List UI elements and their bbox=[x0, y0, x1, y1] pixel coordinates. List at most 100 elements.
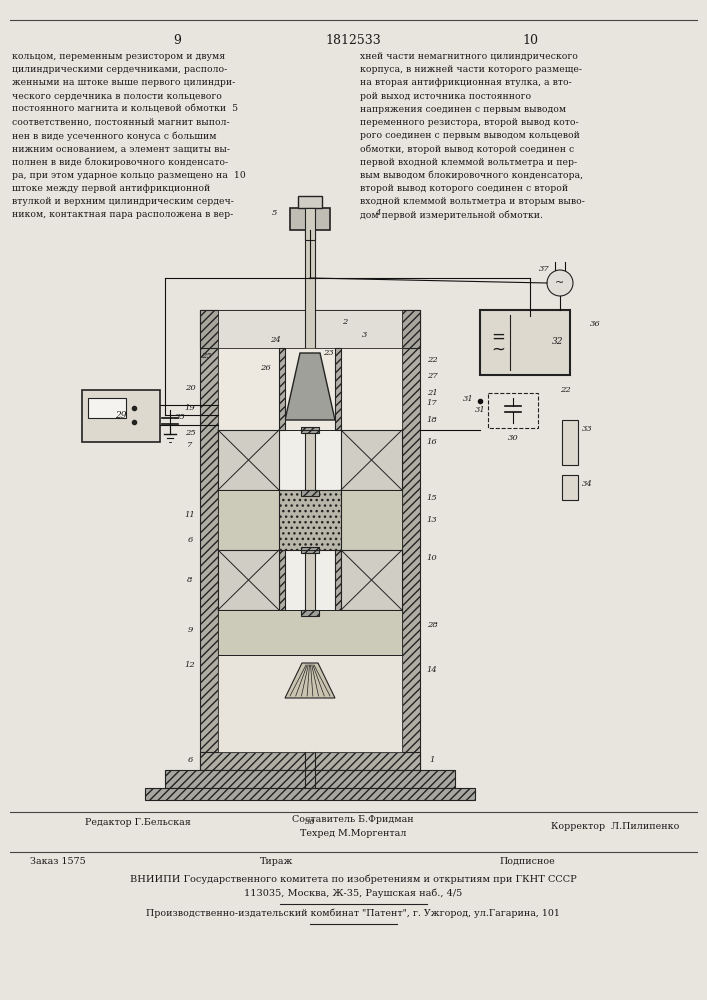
Text: ником, контактная пара расположена в вер-: ником, контактная пара расположена в вер… bbox=[12, 210, 233, 219]
Text: дом первой измерительной обмотки.: дом первой измерительной обмотки. bbox=[360, 210, 543, 220]
Text: 24: 24 bbox=[269, 336, 281, 344]
Text: нен в виде усеченного конуса с большим: нен в виде усеченного конуса с большим bbox=[12, 131, 216, 141]
Text: Тираж: Тираж bbox=[260, 857, 293, 866]
Text: 26: 26 bbox=[259, 364, 270, 372]
Text: ческого сердечника в полости кольцевого: ческого сердечника в полости кольцевого bbox=[12, 92, 222, 101]
Bar bbox=[82, 390, 160, 442]
Text: 2: 2 bbox=[342, 318, 348, 326]
Text: рой выход источника постоянного: рой выход источника постоянного bbox=[360, 92, 531, 101]
Bar bbox=[562, 420, 578, 465]
Text: 28: 28 bbox=[426, 621, 438, 629]
Text: ра, при этом ударное кольцо размещено на  10: ра, при этом ударное кольцо размещено на… bbox=[12, 171, 246, 180]
Text: 12: 12 bbox=[185, 661, 195, 669]
Text: 22: 22 bbox=[426, 356, 438, 364]
Text: 20: 20 bbox=[185, 384, 195, 392]
Bar bbox=[145, 788, 475, 800]
Text: нижним основанием, а элемент защиты вы-: нижним основанием, а элемент защиты вы- bbox=[12, 144, 230, 153]
Text: 1812533: 1812533 bbox=[325, 34, 381, 47]
Text: 32: 32 bbox=[552, 338, 563, 347]
Bar bbox=[218, 655, 402, 752]
Text: 14: 14 bbox=[426, 666, 438, 674]
Text: 7: 7 bbox=[187, 441, 193, 449]
Bar bbox=[335, 348, 341, 430]
Text: 27: 27 bbox=[426, 372, 438, 380]
Bar bbox=[279, 490, 285, 550]
Text: 36: 36 bbox=[590, 320, 601, 328]
Bar bbox=[488, 393, 538, 428]
Text: второй вывод которого соединен с второй: второй вывод которого соединен с второй bbox=[360, 184, 568, 193]
Text: Подписное: Подписное bbox=[500, 857, 556, 866]
Text: 13: 13 bbox=[426, 516, 438, 524]
Bar bbox=[200, 310, 420, 348]
Text: 21: 21 bbox=[426, 389, 438, 397]
Text: 37: 37 bbox=[539, 265, 549, 273]
Bar bbox=[562, 475, 578, 500]
Circle shape bbox=[547, 270, 573, 296]
Text: 22: 22 bbox=[560, 386, 571, 394]
Bar bbox=[341, 430, 402, 490]
Bar bbox=[305, 208, 315, 240]
Text: 25: 25 bbox=[185, 429, 195, 437]
Bar bbox=[218, 610, 402, 655]
Bar bbox=[335, 550, 341, 655]
Polygon shape bbox=[285, 663, 335, 698]
Text: 6: 6 bbox=[187, 536, 193, 544]
Text: 38: 38 bbox=[305, 818, 315, 826]
Text: полнен в виде блокировочного конденсато-: полнен в виде блокировочного конденсато- bbox=[12, 158, 228, 167]
Text: 35: 35 bbox=[175, 413, 186, 421]
Text: 9: 9 bbox=[187, 626, 193, 634]
Text: Техред М.Моргентал: Техред М.Моргентал bbox=[300, 829, 407, 838]
Bar bbox=[218, 348, 402, 430]
Bar bbox=[305, 230, 315, 732]
Bar bbox=[279, 490, 341, 550]
Text: входной клеммой вольтметра и вторым выво-: входной клеммой вольтметра и вторым выво… bbox=[360, 197, 585, 206]
Polygon shape bbox=[285, 353, 335, 420]
Text: обмотки, второй вывод которой соединен с: обмотки, второй вывод которой соединен с bbox=[360, 144, 574, 154]
Bar bbox=[279, 550, 285, 655]
Text: 19: 19 bbox=[185, 404, 195, 412]
Text: на вторая антифрикционная втулка, а вто-: на вторая антифрикционная втулка, а вто- bbox=[360, 78, 572, 87]
Text: втулкой и верхним цилиндрическим сердеч-: втулкой и верхним цилиндрическим сердеч- bbox=[12, 197, 234, 206]
Bar bbox=[301, 610, 319, 616]
Bar bbox=[301, 547, 319, 553]
Bar bbox=[301, 490, 319, 496]
Text: 10: 10 bbox=[522, 34, 538, 47]
Text: 29: 29 bbox=[115, 412, 127, 420]
Text: ~: ~ bbox=[491, 341, 505, 359]
Bar bbox=[200, 752, 420, 770]
Text: =: = bbox=[491, 328, 505, 346]
Text: Редактор Г.Бельская: Редактор Г.Бельская bbox=[85, 818, 191, 827]
Text: 31: 31 bbox=[474, 406, 486, 414]
Bar bbox=[298, 196, 322, 208]
Text: 10: 10 bbox=[426, 554, 438, 562]
Text: переменного резистора, второй вывод кото-: переменного резистора, второй вывод кото… bbox=[360, 118, 578, 127]
Bar bbox=[218, 430, 279, 490]
Text: штоке между первой антифрикционной: штоке между первой антифрикционной bbox=[12, 184, 210, 193]
Text: Составитель Б.Фридман: Составитель Б.Фридман bbox=[292, 815, 414, 824]
Text: 25: 25 bbox=[201, 352, 211, 360]
Bar bbox=[218, 550, 279, 610]
Text: рого соединен с первым выводом кольцевой: рого соединен с первым выводом кольцевой bbox=[360, 131, 580, 140]
Text: хней части немагнитного цилиндрического: хней части немагнитного цилиндрического bbox=[360, 52, 578, 61]
Text: 15: 15 bbox=[426, 494, 438, 502]
Text: корпуса, в нижней части которого размеще-: корпуса, в нижней части которого размеще… bbox=[360, 65, 582, 74]
Bar bbox=[402, 310, 420, 770]
Text: 23: 23 bbox=[322, 349, 334, 357]
Text: цилиндрическими сердечниками, располо-: цилиндрическими сердечниками, располо- bbox=[12, 65, 227, 74]
Text: 11: 11 bbox=[185, 511, 195, 519]
Text: 33: 33 bbox=[582, 425, 592, 433]
Text: ВНИИПИ Государственного комитета по изобретениям и открытиям при ГКНТ СССР: ВНИИПИ Государственного комитета по изоб… bbox=[129, 874, 576, 884]
Text: ~: ~ bbox=[556, 278, 565, 288]
Text: 113035, Москва, Ж-35, Раушская наб., 4/5: 113035, Москва, Ж-35, Раушская наб., 4/5 bbox=[244, 888, 462, 898]
Text: 16: 16 bbox=[426, 438, 438, 446]
Bar bbox=[218, 310, 402, 752]
Text: 6: 6 bbox=[187, 756, 193, 764]
Text: 18: 18 bbox=[426, 416, 438, 424]
Bar bbox=[290, 208, 330, 230]
Text: 3: 3 bbox=[362, 331, 368, 339]
Bar bbox=[165, 770, 455, 788]
Bar bbox=[341, 550, 402, 610]
Bar bbox=[88, 398, 126, 418]
Text: 1: 1 bbox=[429, 756, 435, 764]
Text: напряжения соединен с первым выводом: напряжения соединен с первым выводом bbox=[360, 105, 566, 114]
